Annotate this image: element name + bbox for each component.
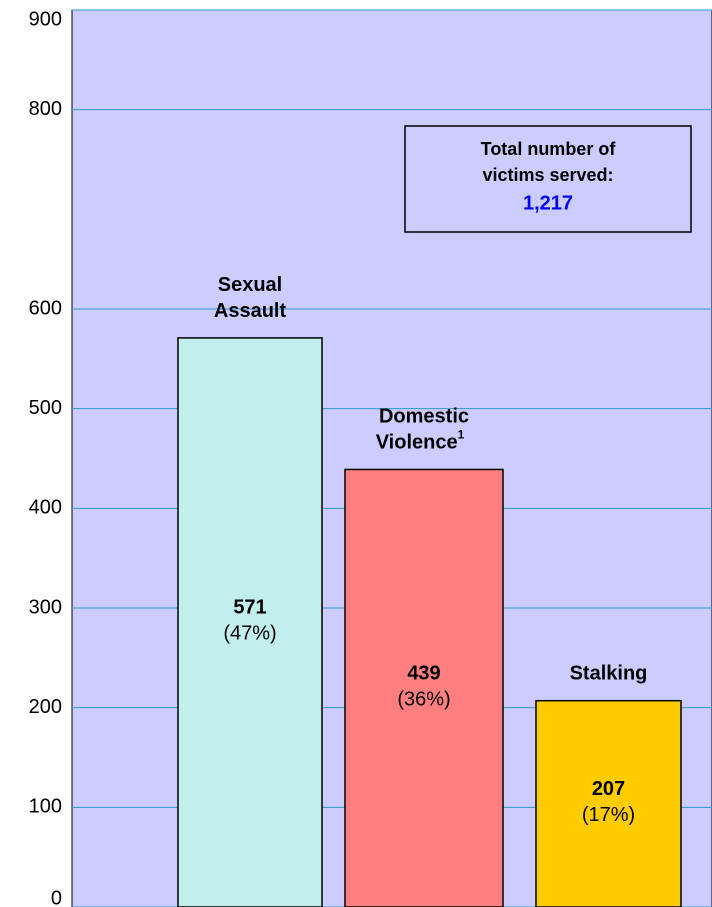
bar <box>535 699 682 907</box>
y-tick-label: 200 <box>29 696 62 718</box>
annotation-box <box>404 125 692 233</box>
y-tick-label: 600 <box>29 297 62 319</box>
percent-label: (47%) <box>223 623 276 645</box>
category-label: Domestic Violence1 <box>376 406 469 454</box>
y-tick-label: 0 <box>51 887 62 907</box>
y-tick-label: 300 <box>29 596 62 618</box>
y-tick-label: 900 <box>29 8 62 30</box>
bar <box>344 468 504 907</box>
y-tick-label: 400 <box>29 497 62 519</box>
value-label: 439 <box>407 663 440 685</box>
category-label: Stalking <box>570 663 648 685</box>
annotation-text: Total number of victims served: <box>481 139 617 185</box>
y-tick-label: 100 <box>29 796 62 818</box>
value-label: 571 <box>233 597 266 619</box>
percent-label: (36%) <box>397 689 450 711</box>
value-label: 207 <box>592 778 625 800</box>
category-label: Sexual Assault <box>214 274 287 322</box>
y-tick-label: 500 <box>29 397 62 419</box>
bar <box>177 337 323 907</box>
annotation-value: 1,217 <box>523 192 573 214</box>
y-tick-label: 800 <box>29 98 62 120</box>
footnote-marker: 1 <box>458 428 465 442</box>
percent-label: (17%) <box>582 804 635 826</box>
